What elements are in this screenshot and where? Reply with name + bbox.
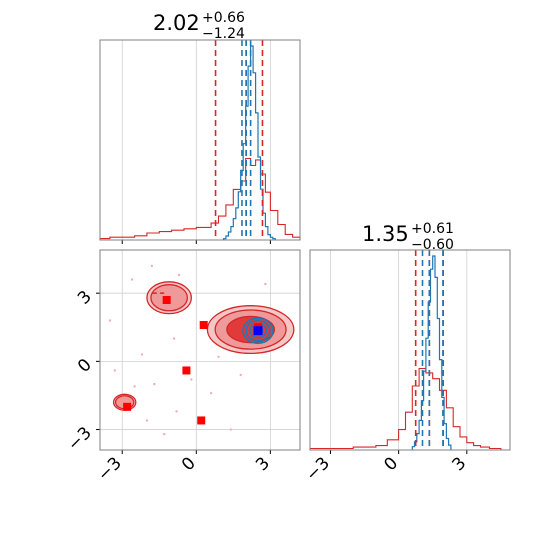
title-param2: 1.35 +0.61 −0.60 — [362, 221, 454, 253]
param2-x-tick-label: 0 — [380, 453, 402, 475]
red-sample-point — [172, 337, 176, 340]
blue-contour-line — [242, 317, 274, 345]
panel-1d-param2-frame — [309, 249, 511, 451]
red-sample-point — [108, 319, 112, 322]
red-sample-point — [239, 373, 242, 377]
red-sample-point — [113, 369, 117, 372]
joint-plot-area — [108, 264, 295, 436]
param1-red-histogram — [99, 157, 301, 240]
param2-x-tick-labels: −3 0 3 — [302, 453, 470, 485]
red-sample-point — [162, 432, 166, 436]
param2-x-tick-label: −3 — [302, 453, 334, 485]
param1-blue-histogram — [222, 45, 276, 240]
red-marker — [197, 416, 206, 425]
title-param1-plus: +0.66 — [202, 10, 245, 26]
blue-contour-line — [245, 319, 271, 342]
red-sample-point — [217, 355, 220, 359]
red-marker — [182, 366, 191, 375]
joint-x-tick-label: −3 — [94, 453, 126, 485]
joint-x-tick-labels: −3 0 3 — [94, 453, 274, 485]
param2-x-tick-label: 3 — [449, 453, 471, 475]
red-marker — [123, 402, 132, 411]
title-param1-median: 2.02 — [153, 11, 200, 35]
red-sample-point — [140, 353, 144, 356]
red-sample-point — [229, 428, 233, 431]
joint-x-tick-label: 0 — [178, 453, 200, 475]
red-sample-point — [175, 410, 178, 413]
joint-y-tick-label: 3 — [74, 287, 96, 309]
joint-x-tick-label: 3 — [252, 453, 274, 475]
red-sample-point — [145, 419, 149, 422]
panel-joint: −3 0 3 −3 0 3 — [64, 249, 301, 485]
red-sample-point — [153, 382, 156, 386]
panel-1d-param1-frame — [99, 39, 301, 241]
param2-red-histogram — [309, 367, 502, 450]
panel-joint-frame — [99, 249, 301, 451]
red-sample-point — [264, 282, 267, 286]
panel-1d-param2: 1.35 +0.61 −0.60 −3 0 3 — [302, 221, 511, 485]
red-marker — [162, 296, 171, 304]
red-sample-point — [209, 391, 213, 395]
joint-y-tick-labels: −3 0 3 — [64, 287, 96, 455]
red-sample-point — [133, 385, 136, 388]
joint-y-tick-label: 0 — [74, 355, 96, 377]
title-param1-minus: −1.24 — [202, 26, 245, 42]
title-param2-median: 1.35 — [362, 222, 409, 246]
blue-marker — [253, 326, 263, 336]
joint-y-tick-label: −3 — [64, 423, 96, 455]
red-sample-point — [190, 378, 193, 381]
title-param1: 2.02 +0.66 −1.24 — [153, 10, 245, 42]
title-param2-minus: −0.60 — [411, 237, 454, 253]
red-sample-point — [130, 278, 134, 281]
title-param2-plus: +0.61 — [411, 221, 454, 237]
red-sample-point — [177, 273, 181, 277]
param2-blue-histogram — [411, 255, 452, 450]
red-marker — [199, 321, 208, 329]
panel-1d-param1: 2.02 +0.66 −1.24 — [99, 10, 301, 244]
red-sample-point — [150, 264, 154, 268]
